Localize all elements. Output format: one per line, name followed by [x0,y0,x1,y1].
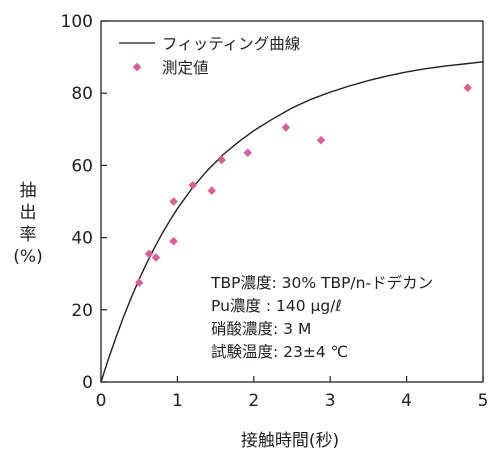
data-points-layer [134,83,472,287]
plot-frame [100,20,484,383]
condition-tbp: TBP濃度: 30% TBP/n-ドデカン [210,273,433,292]
ylabel-char-4: (%) [13,247,42,267]
y-tick-label: 40 [71,229,93,249]
x-tick-label: 4 [401,391,412,411]
x-tick-label: 3 [325,391,336,411]
y-tick-label: 60 [71,156,93,176]
data-point [281,123,291,132]
ticks: 0 1 2 3 4 5 0 20 40 60 80 100 [61,12,489,411]
y-tick-label: 100 [61,12,93,32]
legend: フィッティング曲線 測定値 [119,35,300,77]
data-point [151,253,161,262]
y-tick-label: 80 [71,84,93,104]
fitting-curve-line [100,61,484,383]
x-tick-label: 1 [172,391,183,411]
x-tick-label: 5 [478,391,489,411]
legend-label-curve: フィッティング曲線 [162,35,300,53]
ylabel-char-1: 抽 [20,181,37,201]
legend-marker-swatch [132,62,142,72]
data-point [243,148,252,158]
data-point [217,155,226,165]
condition-nitric-acid: 硝酸濃度: 3 M [211,320,311,338]
data-point [463,83,472,93]
condition-pu: Pu濃度 : 140 μg/ℓ [211,297,342,315]
data-point [144,249,154,259]
ylabel-char-2: 出 [20,203,37,223]
ylabel-char-3: 率 [20,225,37,245]
x-tick-label: 0 [96,391,107,411]
data-point [169,197,178,206]
data-point [316,135,326,145]
conditions-annotation: TBP濃度: 30% TBP/n-ドデカン Pu濃度 : 140 μg/ℓ 硝酸… [210,273,433,361]
data-point [169,236,178,246]
y-tick-label: 0 [82,373,93,393]
data-point [188,181,197,190]
legend-label-measured: 測定値 [162,59,209,77]
fitting-curve-layer [100,61,484,383]
x-axis-label: 接触時間(秒) [241,431,339,451]
data-point [207,186,217,195]
y-tick-label: 20 [71,301,93,321]
x-tick-label: 2 [248,391,259,411]
condition-temperature: 試験温度: 23±4 ℃ [211,343,348,361]
